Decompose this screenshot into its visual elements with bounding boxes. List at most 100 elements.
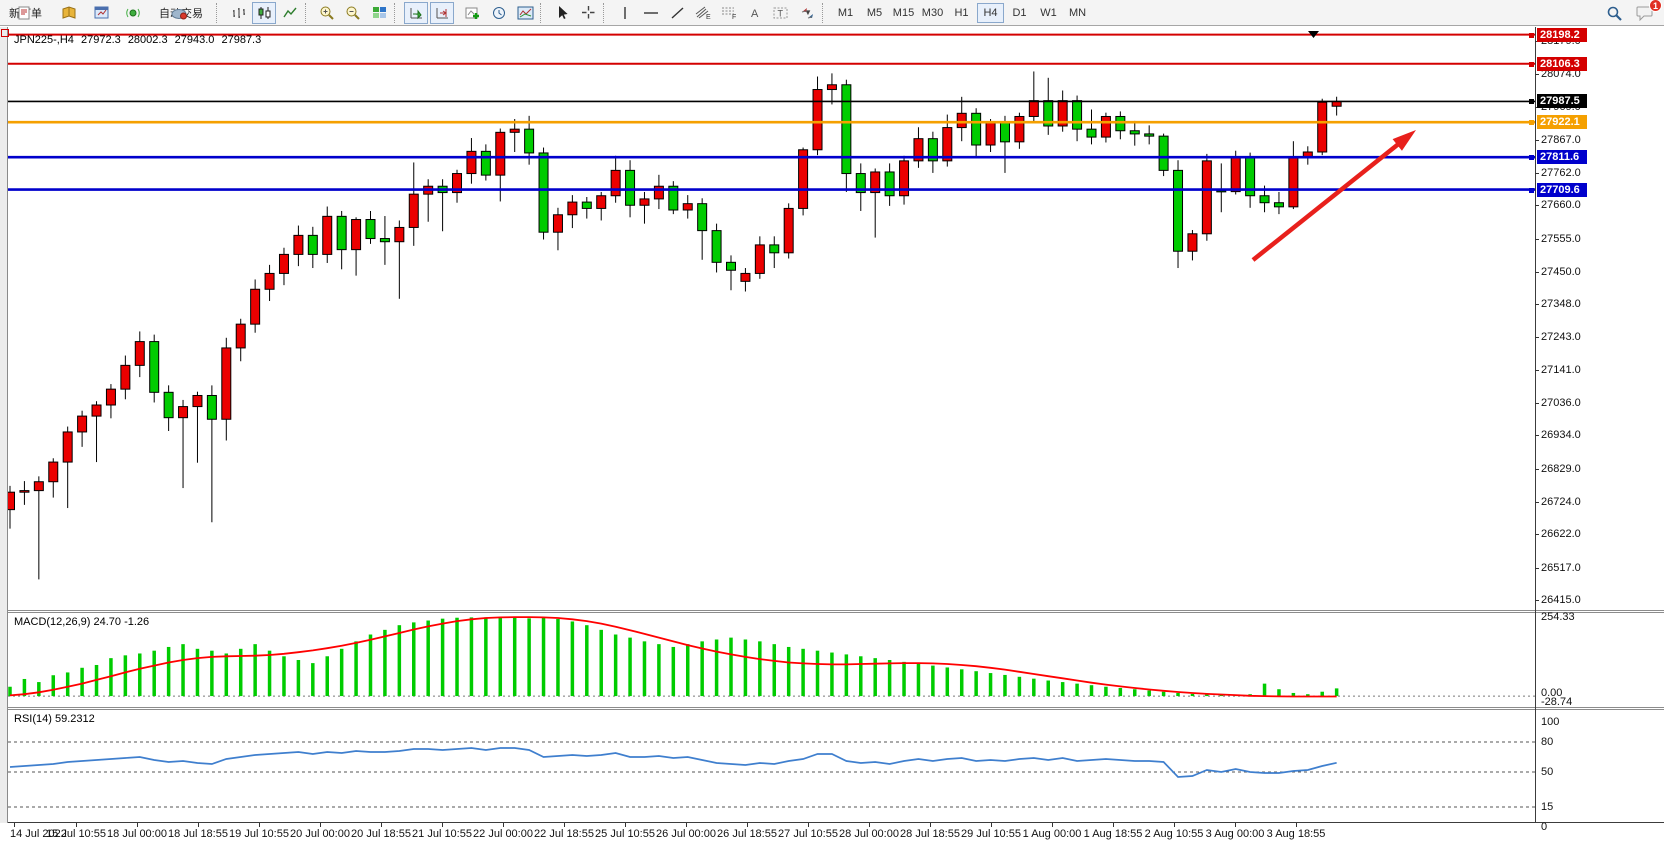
time-label: 27 Jul 10:55: [778, 828, 838, 840]
crosshair-button[interactable]: [576, 2, 600, 24]
window-button[interactable]: [90, 2, 114, 24]
period-button[interactable]: ▼: [487, 2, 511, 24]
text-button[interactable]: A: [743, 2, 767, 24]
candle-body: [740, 272, 751, 282]
shift-chart-button[interactable]: [404, 1, 428, 24]
rsi-label: RSI(14) 59.2312: [14, 713, 95, 725]
timeframe-H1[interactable]: H1: [954, 6, 969, 19]
candle-body: [726, 261, 736, 271]
timeframe-M30[interactable]: M30: [921, 6, 944, 19]
candle-body: [379, 238, 390, 243]
time-label: 3 Aug 18:55: [1266, 828, 1326, 840]
candle-body: [149, 341, 160, 393]
timeframe-MN[interactable]: MN: [1068, 6, 1087, 19]
rsi-panel[interactable]: [8, 709, 1535, 822]
object-marker: [1308, 31, 1319, 38]
horizontal-line-button[interactable]: [639, 2, 663, 24]
candle-body: [524, 128, 535, 154]
candle-body: [120, 364, 131, 390]
time-axis[interactable]: 14 Jul 2022 15 Jul 10:55 18 Jul 00:00 18 Ju…: [0, 823, 1664, 844]
autotrading-button[interactable]: 自动交易: [152, 2, 207, 24]
new-order-button[interactable]: 新订单: [2, 2, 46, 24]
tick-mark: [1113, 823, 1114, 827]
candle-body: [841, 84, 852, 175]
book-button[interactable]: [57, 2, 81, 24]
timeframe-M15[interactable]: M15: [892, 6, 915, 19]
timeframe-M1[interactable]: M1: [837, 6, 854, 19]
timeframe-M5[interactable]: M5: [866, 6, 883, 19]
fibonacci-button[interactable]: F: [717, 2, 741, 24]
low-value: 27943.0: [174, 34, 215, 46]
line-connector: [1529, 62, 1534, 67]
candle-body: [264, 272, 275, 290]
bar-chart-button[interactable]: [226, 2, 250, 24]
time-label: 22 Jul 18:55: [534, 828, 594, 840]
cursor-button[interactable]: [550, 2, 574, 24]
candle-body: [466, 150, 477, 175]
line-handle[interactable]: [1, 29, 9, 37]
tile-windows-button[interactable]: [367, 2, 391, 24]
macd-values: 24.70 -1.26: [93, 616, 150, 628]
candle-body: [509, 128, 520, 133]
template-button[interactable]: ▼: [513, 2, 537, 24]
candle-body: [33, 481, 44, 492]
candle-body: [711, 230, 722, 263]
vertical-line-button[interactable]: [613, 2, 637, 24]
candle-body: [105, 388, 116, 406]
rsi-value: 59.2312: [54, 713, 95, 725]
candle-body: [19, 490, 30, 493]
line-chart-button[interactable]: [278, 2, 302, 24]
rsi-scale-label: 15: [1541, 801, 1554, 813]
candle-body: [1086, 128, 1097, 138]
vertical-line-icon: [624, 6, 626, 19]
tick-mark: [991, 823, 992, 827]
tick-mark: [1052, 823, 1053, 827]
zoom-in-button[interactable]: [315, 2, 339, 24]
svg-text:E: E: [706, 14, 711, 20]
trendline-button[interactable]: [665, 2, 689, 24]
timeframe-W1[interactable]: W1: [1040, 6, 1057, 19]
search-button[interactable]: [1602, 2, 1626, 24]
candle-body: [351, 219, 362, 251]
timeframe-D1[interactable]: D1: [1012, 6, 1027, 19]
candle-body: [754, 244, 765, 274]
book-icon: [62, 5, 76, 19]
candle-body: [942, 127, 953, 162]
panel-separator[interactable]: [8, 707, 1664, 710]
tick-mark: [442, 823, 443, 827]
macd-panel[interactable]: [8, 612, 1535, 707]
main-chart[interactable]: [8, 27, 1535, 611]
price-label-box: 27987.5: [1537, 94, 1587, 108]
zoom-out-button[interactable]: [341, 2, 365, 24]
candle-body: [927, 138, 938, 162]
channel-button[interactable]: E: [691, 2, 715, 24]
toolbar-separator: [394, 2, 401, 23]
toolbar-separator: [822, 2, 829, 23]
period-clock-icon: [492, 6, 505, 19]
price-label-box: 28198.2: [1537, 28, 1587, 42]
candle-body: [812, 89, 823, 151]
candle-body: [77, 415, 88, 433]
time-label: 26 Jul 00:00: [656, 828, 716, 840]
toolbar-right: 1: [1601, 0, 1662, 26]
signal-button[interactable]: [121, 2, 145, 24]
time-label: 20 Jul 18:55: [351, 828, 411, 840]
tick-mark: [137, 823, 138, 827]
auto-scroll-button[interactable]: [430, 1, 454, 24]
timeframe-H4[interactable]: H4: [977, 2, 1004, 23]
macd-name: MACD(12,26,9): [14, 616, 91, 628]
tile-windows-icon: [372, 6, 386, 18]
tick-mark: [747, 823, 748, 827]
arrows-button[interactable]: ▼: [795, 2, 819, 24]
tick-mark: [625, 823, 626, 827]
candle-body: [250, 288, 261, 325]
price-tick: 26829.0: [1541, 463, 1581, 475]
candlestick-chart-button[interactable]: [252, 1, 276, 24]
tick-mark: [1535, 173, 1539, 174]
chat-button[interactable]: 1: [1633, 0, 1662, 24]
label-button[interactable]: T: [769, 2, 793, 24]
add-indicator-button[interactable]: ▼: [461, 2, 485, 24]
tick-mark: [1535, 239, 1539, 240]
panel-separator[interactable]: [8, 610, 1664, 613]
macd-signal-line: [9, 616, 1337, 698]
